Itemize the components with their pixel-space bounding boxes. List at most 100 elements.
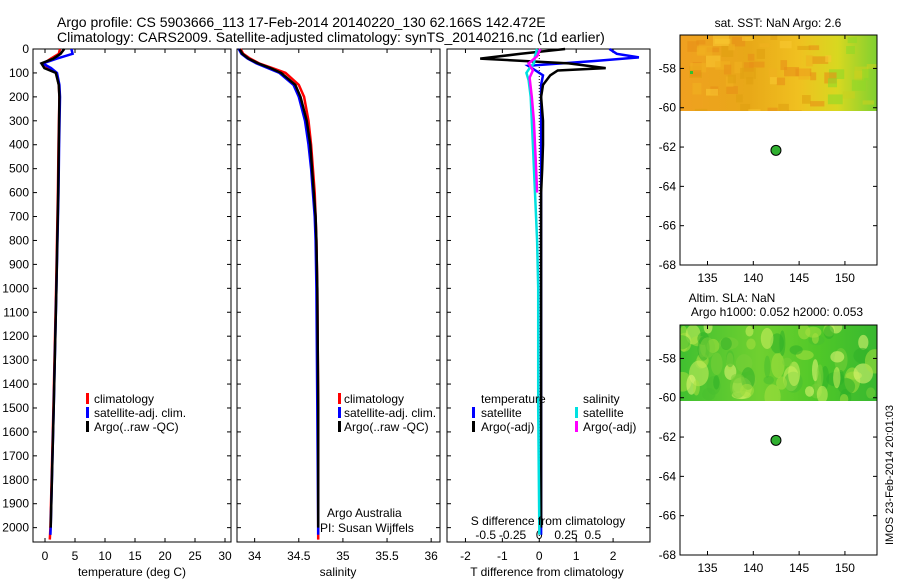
sst-texture-cell [776,77,786,86]
sst-texture-cell [778,103,789,111]
legend-argo-swatch [338,421,341,432]
x-tick-label: 34.5 [287,549,311,563]
difference-panel: -2 -1 0 1 2 -0.5 -0.25 0 0.25 0.5 T difference fr… [446,47,651,579]
sla-texture-cell [788,361,801,387]
sla-texture-cell [771,352,785,378]
sst-texture-cell [770,35,778,40]
depth-tick-label: 300 [9,114,29,128]
sst-texture-cell [851,79,866,91]
sst-map-ticks: 135 140 145 150 -58 -60 -62 -64 -66 -68 [659,35,877,285]
series-t-argo-adj- [480,47,606,528]
sst-texture-cell [747,53,755,61]
sst-texture-cell [715,61,731,70]
sla-texture-cell [816,385,828,401]
temperature-xlabel: temperature (deg C) [78,565,186,579]
argo-australia-annotation: Argo Australia [327,506,402,520]
sla-texture-cell [858,334,869,350]
depth-tick-label: 1700 [2,449,29,463]
sst-texture-cell [847,37,858,44]
map-y-tick-label: -64 [659,179,677,193]
sla-texture-cell [776,376,788,390]
map-x-tick-label: 150 [835,561,855,575]
sla-texture-cell [866,387,876,399]
sst-texture-cell [721,45,734,57]
sla-texture-cell [700,337,716,358]
sst-texture-cell [726,86,738,94]
x-tick-label: 15 [128,549,142,563]
sst-map-frame [679,34,878,266]
x-tick-label: 25 [188,549,202,563]
sla-texture-cell [864,349,877,374]
x-tick-label: -1 [497,549,508,563]
difference-axes-frame [446,48,651,543]
salinity-axis-ticks: 34 34.5 35 35.5 36 [248,49,438,563]
sla-texture-cell [830,351,845,363]
x-tick-label: 1 [573,549,580,563]
sla-texture-cell [816,364,824,389]
depth-tick-label: 1400 [2,377,29,391]
sla-texture-cell [720,337,732,351]
salinity-xlabel: salinity [320,565,357,579]
map-y-tick-label: -62 [659,140,677,154]
map-y-tick-label: -58 [659,351,677,365]
salinity-depth-ticks [237,48,440,529]
series-argo-raw-qc- [39,48,66,528]
sla-texture-cell [730,373,745,384]
header-line-2: Climatology: CARS2009. Satellite-adjuste… [57,29,605,45]
imos-timestamp: IMOS 23-Feb-2014 20:01:03 [884,405,896,545]
legend-t-satellite-swatch [472,407,475,418]
sst-green-pixel [690,71,693,74]
sst-texture-cell [705,88,719,96]
depth-tick-label: 800 [9,233,29,247]
s-tick-label: 0.25 [554,528,578,542]
sst-texture-cell [801,95,811,104]
legend-t-satellite-label: satellite [481,406,522,420]
sst-map-title: sat. SST: NaN Argo: 2.6 [715,16,842,30]
sla-map-panel: Altim. SLA: NaN Argo h1000: 0.052 h2000:… [659,291,878,575]
sla-texture-cell [710,352,723,375]
sla-texture [680,325,877,401]
depth-tick-label: 1300 [2,353,29,367]
temperature-axes-frame [32,48,232,543]
legend-climatology-swatch [86,393,89,404]
sst-argo-float-marker [770,144,782,156]
temperature-legend: climatology satellite-adj. clim. Argo(..… [86,392,186,434]
sla-map-frame [679,324,878,556]
depth-tick-label: 100 [9,66,29,80]
difference-axis-ticks: -2 -1 0 1 2 -0.5 -0.25 0 0.25 0.5 [460,49,617,563]
sst-texture-cell [736,94,743,103]
map-y-tick-label: -60 [659,391,677,405]
map-x-tick-label: 145 [789,561,809,575]
salinity-legend: climatology satellite-adj. clim. Argo(..… [338,392,436,434]
sla-texture-cell [805,386,815,397]
map-y-tick-label: -68 [659,548,677,562]
sla-texture-cell [725,350,735,368]
sst-texture-cell [808,45,820,51]
header-line-1: Argo profile: CS 5903666_113 17-Feb-2014… [57,14,546,30]
legend-climatology-label: climatology [94,392,154,406]
map-y-tick-label: -62 [659,430,677,444]
sst-texture-cell [723,64,732,75]
sla-texture-cell [770,333,784,354]
sst-texture-cell [690,63,707,73]
x-tick-label: 36 [424,549,438,563]
depth-tick-label: 900 [9,257,29,271]
depth-tick-label: 600 [9,186,29,200]
depth-tick-label: 1800 [2,473,29,487]
sst-texture-cell [767,107,778,111]
sst-texture-cell [749,61,765,68]
x-tick-label: 0 [42,549,49,563]
sla-texture-cell [782,357,793,367]
legend-argo-label: Argo(..raw -QC) [344,420,429,434]
x-tick-label: 35 [336,549,350,563]
sst-texture-cell [694,108,708,111]
sst-texture-cell [746,77,754,85]
series-s-satellite [525,48,541,535]
map-x-tick-label: 145 [789,271,809,285]
map-y-tick-label: -66 [659,509,677,523]
sst-texture-cell [712,35,729,47]
x-tick-label: 20 [158,549,172,563]
sst-texture-cell [824,72,837,84]
sst-texture-cell [866,64,877,69]
